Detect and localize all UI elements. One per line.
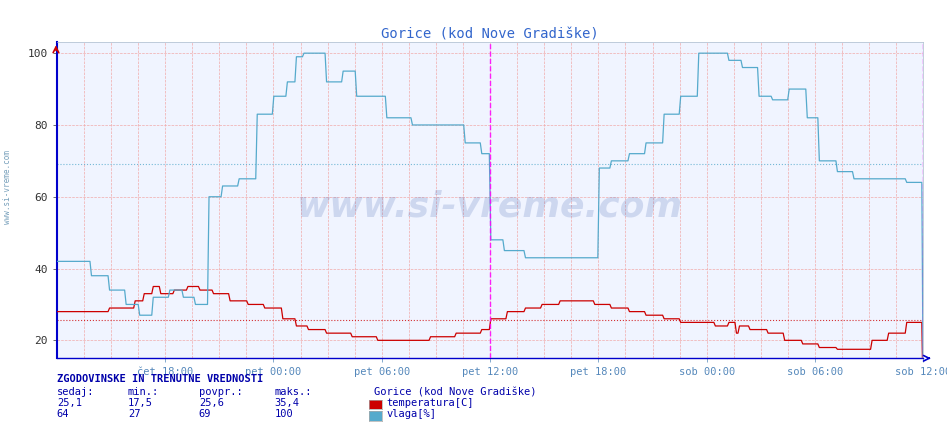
Text: 27: 27 [128,409,140,419]
Text: ZGODOVINSKE IN TRENUTNE VREDNOSTI: ZGODOVINSKE IN TRENUTNE VREDNOSTI [57,374,263,385]
Text: 35,4: 35,4 [275,398,299,408]
Text: Gorice (kod Nove Gradiške): Gorice (kod Nove Gradiške) [374,387,537,397]
Text: min.:: min.: [128,387,159,397]
Title: Gorice (kod Nove Gradiške): Gorice (kod Nove Gradiške) [382,27,599,41]
Text: maks.:: maks.: [275,387,313,397]
Text: povpr.:: povpr.: [199,387,242,397]
Text: 64: 64 [57,409,69,419]
Text: vlaga[%]: vlaga[%] [386,409,437,419]
Text: www.si-vreme.com: www.si-vreme.com [3,150,12,223]
Text: 100: 100 [275,409,294,419]
Text: temperatura[C]: temperatura[C] [386,398,474,408]
Text: 69: 69 [199,409,211,419]
Text: 25,6: 25,6 [199,398,223,408]
Text: www.si-vreme.com: www.si-vreme.com [297,190,683,223]
Text: sedaj:: sedaj: [57,387,95,397]
Text: 25,1: 25,1 [57,398,81,408]
Text: 17,5: 17,5 [128,398,152,408]
